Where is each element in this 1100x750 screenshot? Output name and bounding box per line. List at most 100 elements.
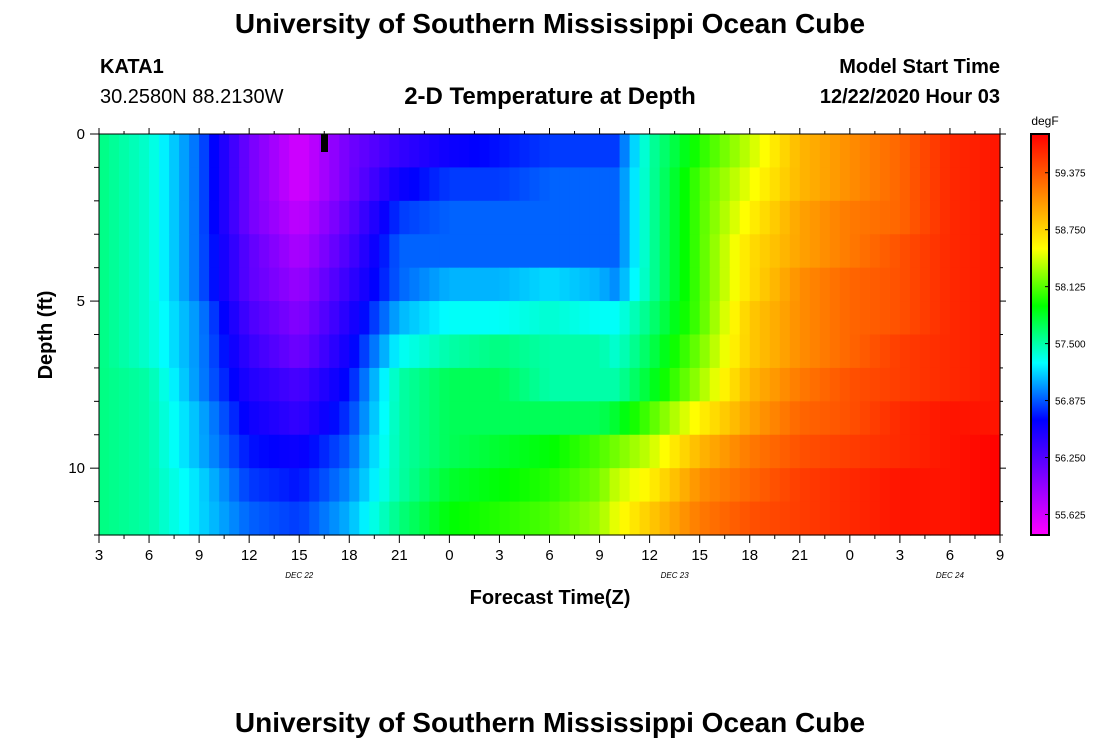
heatmap-cell bbox=[539, 301, 551, 336]
heatmap-cell bbox=[859, 301, 871, 336]
heatmap-cell bbox=[789, 301, 801, 336]
heatmap-cell bbox=[459, 367, 471, 402]
heatmap-cell bbox=[769, 134, 781, 169]
heatmap-cell bbox=[609, 234, 621, 269]
heatmap-cell bbox=[269, 501, 280, 536]
heatmap-cell bbox=[419, 167, 430, 202]
x-tick-label: 0 bbox=[846, 547, 854, 564]
heatmap-cell bbox=[529, 501, 541, 536]
heatmap-cell bbox=[169, 234, 180, 269]
heatmap-cell bbox=[99, 200, 110, 235]
heatmap-cell bbox=[889, 501, 901, 536]
heatmap-cell bbox=[659, 234, 671, 269]
heatmap-cell bbox=[299, 401, 310, 436]
heatmap-cell bbox=[709, 468, 721, 503]
heatmap-cell bbox=[589, 334, 601, 369]
heatmap-cell bbox=[199, 367, 210, 402]
heatmap-cell bbox=[359, 134, 370, 169]
heatmap-cell bbox=[339, 367, 350, 402]
heatmap-cell bbox=[149, 234, 160, 269]
heatmap-cell bbox=[689, 367, 701, 402]
heatmap-cell bbox=[649, 434, 661, 469]
heatmap-cell bbox=[829, 334, 841, 369]
heatmap-cell bbox=[409, 301, 420, 336]
heatmap-cell bbox=[949, 501, 961, 536]
heatmap-cell bbox=[609, 200, 621, 235]
heatmap-cell bbox=[269, 234, 280, 269]
heatmap-cell bbox=[759, 468, 771, 503]
heatmap-cell bbox=[619, 200, 631, 235]
heatmap-cell bbox=[249, 367, 260, 402]
heatmap-cell bbox=[299, 134, 310, 169]
heatmap-cell bbox=[239, 367, 250, 402]
y-axis-label: Depth (ft) bbox=[35, 291, 57, 380]
heatmap-cell bbox=[389, 468, 400, 503]
heatmap-cell bbox=[599, 434, 611, 469]
heatmap-cell bbox=[279, 200, 290, 235]
heatmap-cell bbox=[559, 434, 571, 469]
heatmap-cell bbox=[779, 501, 791, 536]
heatmap-cell bbox=[299, 200, 310, 235]
heatmap-cell bbox=[119, 401, 130, 436]
heatmap-cell bbox=[469, 134, 481, 169]
heatmap-cell bbox=[769, 267, 781, 302]
heatmap-cell bbox=[379, 501, 390, 536]
heatmap-cell bbox=[879, 501, 891, 536]
heatmap-cell bbox=[949, 134, 961, 169]
heatmap-cell bbox=[409, 468, 420, 503]
heatmap-cell bbox=[829, 200, 841, 235]
heatmap-cell bbox=[419, 367, 430, 402]
heatmap-cell bbox=[359, 434, 370, 469]
heatmap-cell bbox=[829, 501, 841, 536]
heatmap-cell bbox=[119, 234, 130, 269]
heatmap-cell bbox=[179, 267, 190, 302]
heatmap-cell bbox=[459, 134, 471, 169]
heatmap-cell bbox=[169, 301, 180, 336]
heatmap-cell bbox=[299, 468, 310, 503]
heatmap-cell bbox=[569, 434, 581, 469]
heatmap-cell bbox=[949, 267, 961, 302]
heatmap-cell bbox=[629, 468, 641, 503]
heatmap-cell bbox=[489, 468, 501, 503]
heatmap-cell bbox=[479, 501, 491, 536]
heatmap-cell bbox=[819, 200, 831, 235]
heatmap-cell bbox=[799, 301, 811, 336]
x-tick-label: 12 bbox=[241, 547, 258, 564]
heatmap-cell bbox=[579, 501, 591, 536]
heatmap-cell bbox=[209, 334, 220, 369]
heatmap-cell bbox=[409, 267, 420, 302]
heatmap-cell bbox=[689, 468, 701, 503]
model-start-label: Model Start Time bbox=[839, 56, 1000, 78]
heatmap-cell bbox=[489, 334, 501, 369]
heatmap-cell bbox=[659, 501, 671, 536]
heatmap-cell bbox=[809, 401, 821, 436]
heatmap-cell bbox=[309, 434, 320, 469]
heatmap-cell bbox=[639, 334, 651, 369]
date-label: DEC 23 bbox=[661, 571, 690, 580]
colorbar-label: 57.500 bbox=[1055, 340, 1086, 351]
heatmap-cell bbox=[929, 401, 941, 436]
heatmap-cell bbox=[349, 167, 360, 202]
heatmap-cell bbox=[559, 200, 571, 235]
heatmap-cell bbox=[789, 134, 801, 169]
heatmap-cell bbox=[699, 200, 711, 235]
heatmap-cell bbox=[509, 167, 521, 202]
heatmap-cell bbox=[199, 468, 210, 503]
heatmap-cell bbox=[669, 301, 681, 336]
heatmap-cell bbox=[349, 401, 360, 436]
heatmap-cell bbox=[219, 468, 230, 503]
heatmap-cell bbox=[149, 401, 160, 436]
heatmap-cell bbox=[189, 468, 200, 503]
heatmap-cell bbox=[439, 267, 450, 302]
heatmap-cell bbox=[479, 134, 491, 169]
heatmap-cell bbox=[729, 367, 741, 402]
heatmap-cell bbox=[329, 334, 340, 369]
heatmap-cell bbox=[799, 134, 811, 169]
heatmap-cell bbox=[119, 367, 130, 402]
heatmap-cell bbox=[339, 134, 350, 169]
heatmap-cell bbox=[699, 334, 711, 369]
heatmap-cell bbox=[259, 501, 270, 536]
heatmap-cell bbox=[759, 501, 771, 536]
heatmap-cell bbox=[659, 200, 671, 235]
heatmap-cell bbox=[159, 167, 170, 202]
